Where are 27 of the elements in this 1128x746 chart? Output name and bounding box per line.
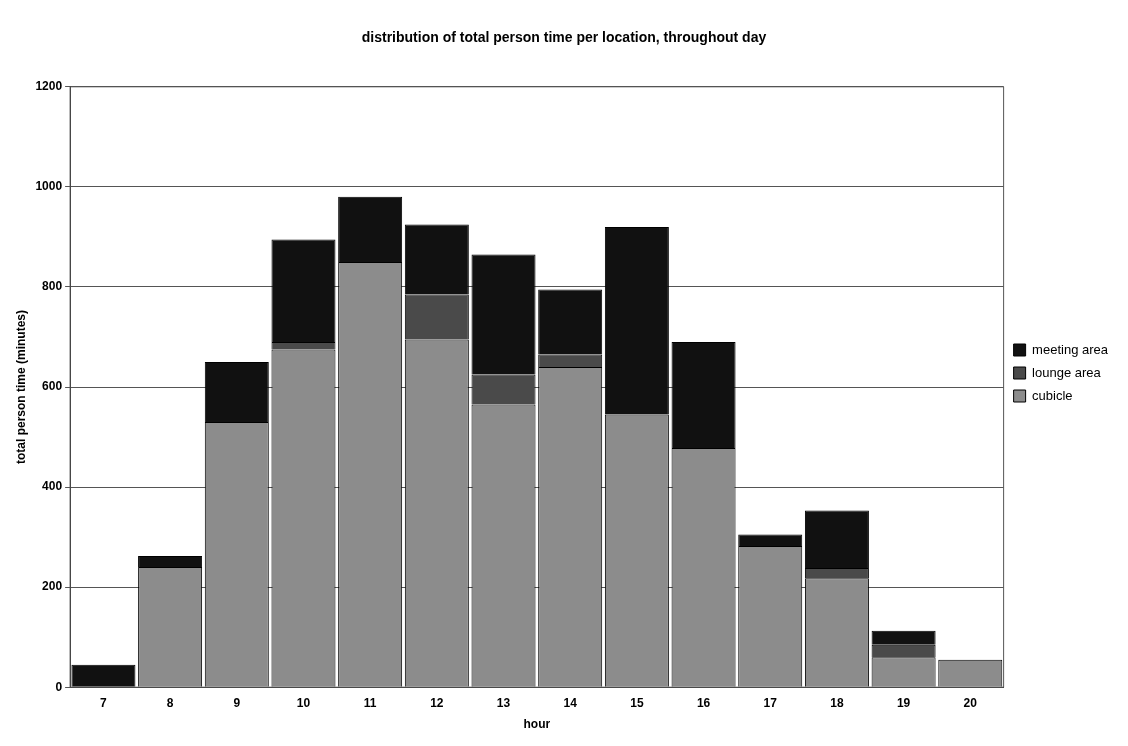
x-tick-label: 12 [430,695,444,710]
x-axis-title: hour [523,717,551,732]
x-tick-label: 8 [166,695,174,710]
x-tick-label: 18 [830,695,844,710]
chart-title: distribution of total person time per location, throughout day [361,29,767,46]
x-tick-label: 7 [100,695,108,710]
y-tick-label: 1200 [35,79,63,94]
legend-label: meeting area [1032,341,1109,357]
y-tick-label: 400 [42,479,63,494]
x-tick-label: 14 [563,695,578,710]
x-tick-label: 20 [963,695,978,710]
y-tick-label: 0 [55,679,63,694]
legend-label: lounge area [1032,364,1102,380]
x-tick-label: 9 [233,695,241,710]
y-tick-label: 1000 [35,179,63,194]
y-axis-title: total person time (minutes) [13,309,28,465]
x-tick-label: 19 [896,695,911,710]
x-tick-label: 15 [630,695,644,710]
x-tick-label: 13 [496,695,511,710]
legend-label: cubicle [1032,387,1073,403]
x-tick-label: 16 [696,695,711,710]
x-tick-label: 11 [363,695,377,710]
y-tick-label: 800 [42,279,63,294]
y-tick-label: 600 [42,379,63,394]
y-tick-label: 200 [42,579,63,594]
x-tick-label: 17 [763,695,778,710]
x-tick-label: 10 [296,695,311,710]
